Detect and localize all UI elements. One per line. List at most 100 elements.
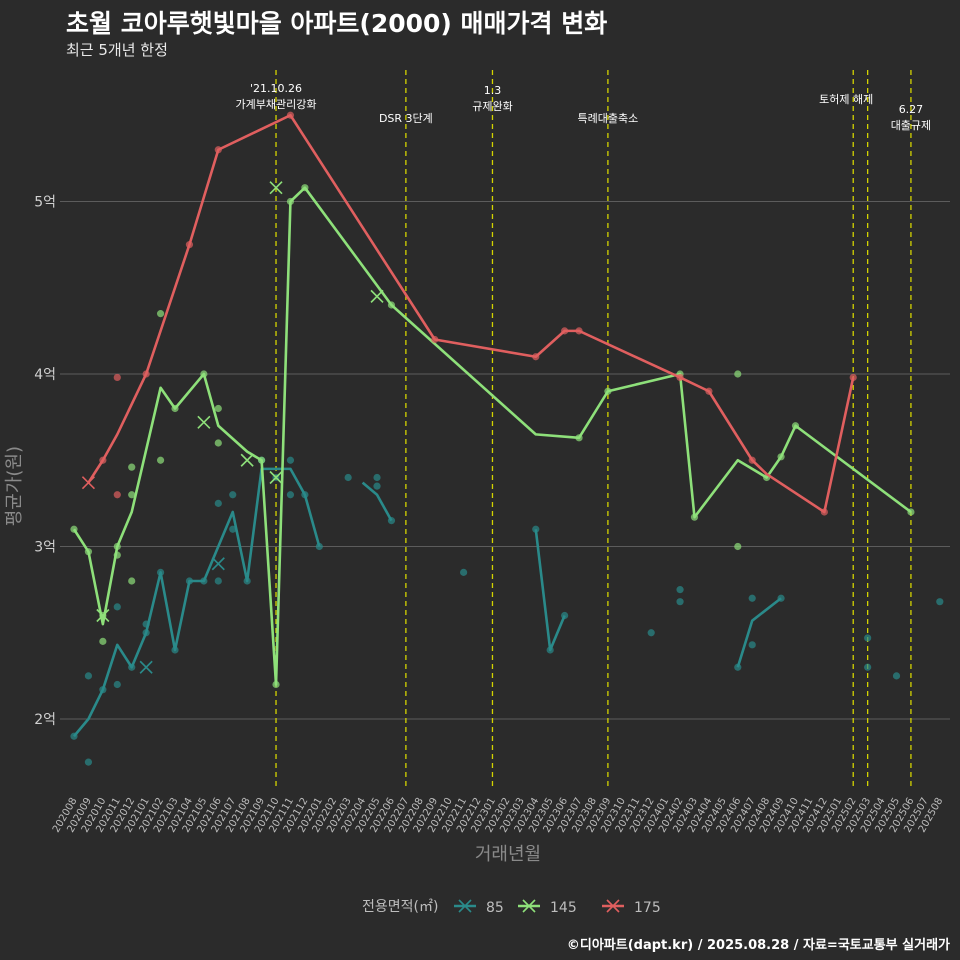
- cross-marker-145: [370, 289, 384, 303]
- data-point-85: [748, 594, 756, 602]
- data-point-85: [546, 646, 554, 654]
- data-point-175: [431, 335, 439, 344]
- data-point-145: [128, 491, 136, 499]
- data-point-175: [849, 373, 857, 382]
- y-axis-label: 평균가(원): [4, 446, 25, 526]
- y-tick-label: 2억: [34, 712, 56, 728]
- event-annotation: DSR 3단계: [379, 112, 433, 125]
- data-point-175: [561, 327, 569, 335]
- data-point-175: [676, 373, 684, 382]
- data-point-85: [373, 473, 381, 482]
- legend-label: 175: [634, 900, 661, 916]
- data-point-145: [99, 637, 107, 645]
- cross-marker-145: [96, 608, 110, 623]
- series-line-175: [87, 113, 855, 514]
- data-point-175: [113, 373, 121, 382]
- data-point-145: [734, 370, 742, 378]
- data-point-145: [156, 310, 165, 318]
- data-point-85: [344, 473, 352, 482]
- cross-marker-145: [240, 453, 254, 467]
- cross-marker-175: [81, 476, 95, 490]
- data-point-145: [286, 197, 295, 206]
- legend-key-cross: [458, 899, 472, 913]
- data-point-85: [532, 525, 540, 533]
- grid-layer: [60, 201, 950, 720]
- data-point-85: [214, 577, 222, 585]
- data-point-85: [185, 577, 194, 585]
- data-point-85: [286, 456, 295, 464]
- y-tick-label: 5억: [34, 195, 56, 211]
- data-point-175: [705, 387, 713, 395]
- event-annotation: 6.27: [899, 103, 924, 116]
- event-annotation: 가계부채관리강화: [236, 98, 317, 111]
- data-point-175: [99, 456, 107, 464]
- series-line-85: [73, 467, 321, 738]
- data-point-85: [128, 663, 136, 671]
- data-point-145: [84, 548, 93, 556]
- data-point-85: [892, 672, 901, 680]
- source-caption: ©디아파트(dapt.kr) / 2025.08.28 / 자료=국토교통부 실…: [566, 938, 950, 953]
- cross-marker-85: [139, 660, 153, 674]
- data-point-175: [214, 146, 222, 154]
- data-point-85: [113, 603, 121, 611]
- chart-title: 초월 코아루햇빛마을 아파트(2000) 매매가격 변화: [66, 9, 608, 38]
- data-point-85: [936, 598, 944, 606]
- data-point-85: [243, 577, 251, 585]
- legend-label: 145: [550, 900, 577, 916]
- data-point-175: [113, 491, 121, 499]
- data-point-145: [791, 422, 800, 430]
- data-point-85: [734, 663, 742, 671]
- data-point-85: [229, 525, 237, 533]
- data-point-85: [113, 680, 121, 689]
- data-point-145: [604, 387, 612, 395]
- legend-title: 전용면적(㎡): [362, 899, 438, 915]
- data-point-175: [748, 456, 756, 464]
- data-point-175: [286, 111, 295, 119]
- axis-layer: 2억3억4억5억평균가(원)20200820200920201020201120…: [4, 195, 945, 866]
- series-line-85: [361, 481, 393, 522]
- data-point-175: [532, 353, 540, 361]
- data-point-85: [387, 517, 396, 525]
- data-point-85: [84, 758, 93, 766]
- data-point-145: [128, 577, 136, 585]
- event-annotation: 특례대출축소: [578, 112, 639, 125]
- cross-marker-145: [197, 415, 211, 429]
- data-point-175: [575, 327, 583, 335]
- data-point-145: [113, 551, 121, 559]
- data-point-85: [460, 568, 468, 576]
- x-axis-label: 거래년월: [475, 844, 541, 865]
- event-annotation: 토허제 해제: [819, 92, 873, 106]
- data-point-85: [777, 594, 785, 602]
- event-annotation: '21.10.26: [250, 82, 302, 95]
- data-point-175: [820, 508, 828, 516]
- series-layer: [70, 111, 944, 766]
- data-point-85: [214, 499, 222, 507]
- legend-key-cross: [522, 899, 536, 913]
- event-annotation: 규제완화: [472, 100, 512, 113]
- data-point-85: [561, 611, 569, 620]
- data-point-85: [315, 542, 323, 551]
- data-point-85: [864, 634, 872, 642]
- data-point-145: [200, 370, 208, 378]
- legend-label: 85: [486, 900, 504, 916]
- data-point-85: [84, 672, 93, 680]
- data-point-145: [113, 542, 121, 551]
- data-point-145: [690, 513, 699, 521]
- data-point-145: [257, 456, 266, 464]
- data-point-85: [301, 491, 309, 499]
- data-point-175: [142, 370, 150, 378]
- y-tick-label: 3억: [34, 540, 56, 556]
- cross-marker-145: [269, 181, 283, 195]
- series-line-85: [736, 597, 782, 668]
- data-point-145: [301, 184, 309, 192]
- data-point-85: [171, 646, 179, 654]
- data-point-85: [373, 482, 381, 490]
- data-point-85: [229, 491, 237, 499]
- data-point-85: [99, 686, 107, 694]
- data-point-85: [748, 641, 756, 649]
- data-point-145: [156, 456, 165, 464]
- event-annotation: 1.3: [484, 84, 502, 97]
- data-point-85: [142, 620, 150, 628]
